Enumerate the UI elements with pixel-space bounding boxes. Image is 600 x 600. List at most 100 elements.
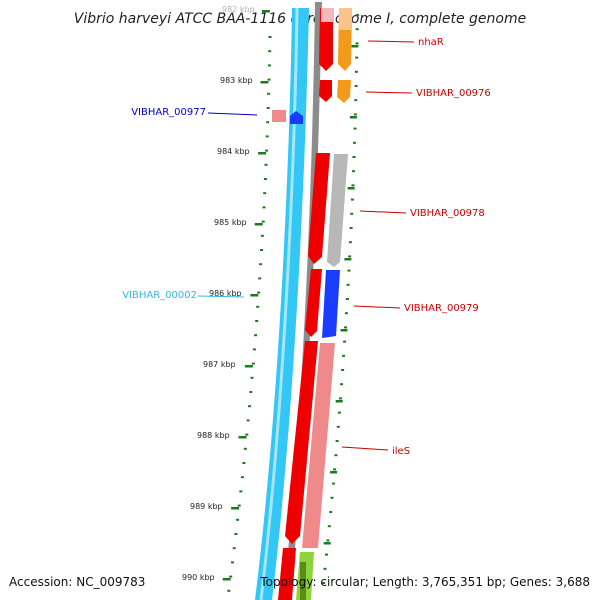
inner-scale-dot xyxy=(242,462,246,464)
inner-scale-dot xyxy=(248,405,251,408)
inner-scale-dot xyxy=(254,334,258,337)
outer-scale-ring xyxy=(322,14,359,584)
major-tick-3 xyxy=(254,223,263,226)
inner-scale-dot xyxy=(246,419,250,422)
inner-scale-dot xyxy=(227,589,231,592)
outer-scale-dot xyxy=(355,42,359,45)
inner-scale-dot xyxy=(250,376,254,379)
tick-labels: 982 kbp 983 kbp 984 kbp 985 kbp 986 kbp … xyxy=(182,5,255,582)
nhaR-leader xyxy=(367,40,415,43)
outer-scale-dot xyxy=(325,553,328,556)
major-tick-2 xyxy=(258,152,267,155)
outer-scale-dot xyxy=(339,397,342,400)
vibhar-00977-feature[interactable] xyxy=(272,110,286,122)
outer-scale-dot xyxy=(347,269,351,272)
inner-scale-ring xyxy=(227,36,272,592)
inner-scale-dot xyxy=(240,476,244,479)
vibhar-00978-label[interactable]: VIBHAR_00978 xyxy=(410,208,485,219)
inner-scale-dot xyxy=(267,64,271,67)
vibhar-00002-label[interactable]: VIBHAR_00002 xyxy=(122,290,197,301)
inner-scale-dot xyxy=(260,234,264,237)
reverse-strand-features xyxy=(272,8,352,600)
inner-scale-dot xyxy=(258,277,262,280)
nhaR-feature-shadow xyxy=(321,8,334,22)
outer-scale-dot xyxy=(349,227,353,229)
nhaR-label[interactable]: nhaR xyxy=(418,37,444,48)
vibhar-00976-leader xyxy=(365,91,413,94)
inner-scale-dot xyxy=(256,305,260,308)
inner-scale-dot xyxy=(260,249,263,251)
outer-scale-dot xyxy=(326,539,330,542)
inner-scale-dot xyxy=(263,192,267,195)
outer-scale-dot xyxy=(337,411,341,414)
vibhar-00979-feature[interactable] xyxy=(305,269,322,337)
tick-label-988: 988 kbp xyxy=(197,431,230,440)
outer-scale-dot xyxy=(336,425,340,428)
tick-label-983: 983 kbp xyxy=(220,76,253,85)
major-tick-0 xyxy=(261,10,270,13)
outer-scale-dot xyxy=(331,482,335,485)
vibhar-00979-blue-feature[interactable] xyxy=(322,270,340,338)
vibhar-00976-feature[interactable] xyxy=(319,80,332,102)
outer-scale-dot xyxy=(348,255,352,258)
outer-scale-dot xyxy=(354,99,358,102)
inner-scale-dot xyxy=(262,206,266,209)
outer-major-tick-6 xyxy=(330,471,338,474)
iles-label[interactable]: ileS xyxy=(392,446,410,457)
major-tick-4 xyxy=(250,294,259,297)
inner-scale-dot xyxy=(265,135,269,138)
tick-label-990: 990 kbp xyxy=(182,573,215,582)
tick-label-987: 987 kbp xyxy=(203,360,236,369)
vibhar-00976-label[interactable]: VIBHAR_00976 xyxy=(416,88,491,99)
vibhar-00978-grey-feature[interactable] xyxy=(327,154,348,267)
major-tick-6 xyxy=(238,436,247,439)
outer-major-tick-0 xyxy=(351,45,359,48)
topology-text: Topology: circular; Length: 3,765,351 bp… xyxy=(259,575,590,589)
outer-scale-dot xyxy=(355,14,359,16)
outer-scale-dot xyxy=(333,468,337,471)
vibhar-00979-label[interactable]: VIBHAR_00979 xyxy=(404,303,479,314)
inner-scale-dot xyxy=(255,320,259,322)
outer-major-tick-3 xyxy=(344,258,352,261)
outer-scale-dot xyxy=(352,156,356,158)
outer-major-tick-1 xyxy=(349,116,357,119)
outer-scale-dot xyxy=(351,184,355,187)
vibhar-00002-leader xyxy=(197,295,245,298)
vibhar-00977-label[interactable]: VIBHAR_00977 xyxy=(131,107,206,118)
vibhar-00976-orange-feature[interactable] xyxy=(337,80,351,103)
bottom-red-feature[interactable] xyxy=(278,548,296,600)
outer-major-tick-4 xyxy=(340,329,348,332)
outer-major-tick-5 xyxy=(335,400,343,403)
tick-label-985: 985 kbp xyxy=(214,218,247,227)
major-ticks xyxy=(222,10,359,581)
outer-scale-dot xyxy=(342,354,346,357)
inner-scale-dot xyxy=(264,163,268,166)
inner-scale-dot xyxy=(236,518,240,521)
vibhar-00977-blue-feature[interactable] xyxy=(290,111,303,124)
inner-scale-dot xyxy=(249,391,253,393)
outer-scale-dot xyxy=(346,283,350,286)
major-tick-5 xyxy=(244,365,253,368)
orange-feature-shadow xyxy=(339,8,352,30)
outer-major-tick-7 xyxy=(323,542,331,545)
vibhar-00978-feature[interactable] xyxy=(308,153,330,264)
outer-scale-dot xyxy=(344,312,348,315)
outer-scale-dot xyxy=(354,70,358,73)
inner-scale-dot xyxy=(266,121,270,124)
nhaR-feature[interactable] xyxy=(319,8,333,71)
outer-scale-dot xyxy=(354,85,358,87)
forward-strand-highlight xyxy=(259,7,299,600)
vibhar-00978-leader xyxy=(359,210,407,214)
tick-label-989: 989 kbp xyxy=(190,502,223,511)
inner-scale-dot xyxy=(257,291,261,294)
outer-scale-dot xyxy=(334,454,338,457)
outer-scale-dot xyxy=(344,326,347,329)
bottom-olive-feature xyxy=(300,562,306,600)
inner-scale-dot xyxy=(231,561,234,564)
iles-red-feature[interactable] xyxy=(285,341,318,544)
outer-scale-dot xyxy=(322,582,325,584)
forward-strand-track xyxy=(255,8,309,600)
inner-scale-dot xyxy=(267,92,271,95)
inner-scale-dot xyxy=(259,263,263,266)
iles-feature[interactable] xyxy=(302,343,335,548)
